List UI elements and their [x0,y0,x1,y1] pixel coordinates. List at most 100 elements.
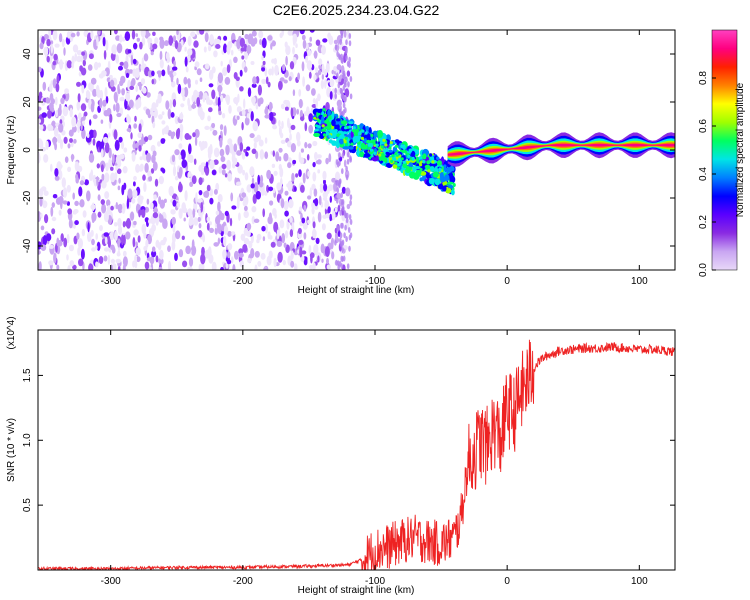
spectrogram-signal-blob [394,139,400,144]
spectrogram-noise-blob [266,255,272,266]
spectrogram-noise-blob [133,229,139,236]
spectrogram-noise-blob [115,165,118,171]
spectrogram-noise-blob [167,108,172,120]
spectrogram-noise-blob [219,124,224,131]
spectrogram-noise-blob [339,108,342,115]
spectrogram-noise-blob [203,191,208,198]
spectrogram-noise-blob [151,70,155,77]
spectrogram-noise-blob [157,93,162,104]
spectrogram-signal-blob [418,156,423,160]
spectrogram-noise-blob [290,250,294,260]
spectrogram-noise-blob [130,132,133,140]
spectrogram-noise-blob [50,206,54,217]
spectrogram-noise-blob [233,56,238,63]
spectrogram-noise-blob [103,110,110,117]
spectrogram-noise-blob [295,173,299,178]
snr-x-label: Height of straight line (km) [298,585,415,596]
spectrogram-noise-blob [275,151,280,162]
spectrogram-noise-blob [196,97,201,107]
spectrogram-signal-blob [382,148,386,152]
spectrogram-noise-blob [308,71,312,79]
x-tick-label: 0 [504,576,510,587]
spectrogram-noise-blob [294,186,297,192]
spectrogram-noise-blob [298,206,303,212]
spectrogram-noise-blob [220,156,226,163]
y-tick-label: 0.5 [22,498,33,512]
spectrogram-noise-blob [345,174,349,181]
spectrogram-noise-blob [278,163,282,171]
spectrogram-noise-blob [346,70,351,77]
spectrogram-noise-blob [329,91,333,100]
spectrogram-noise-blob [302,76,305,87]
spectrogram-noise-blob [135,85,138,92]
spectrogram-signal-blob [408,162,413,168]
spectrogram-noise-blob [115,154,122,165]
spectrogram-noise-blob [320,243,325,254]
spectrogram-noise-blob [288,76,292,82]
spectrogram-noise-blob [72,192,75,200]
spectrogram-noise-blob [307,170,311,177]
spectrogram-noise-blob [161,111,165,116]
spectrogram-noise-blob [343,232,346,239]
spectrogram-noise-blob [337,264,340,270]
spectrogram-noise-blob [290,143,296,153]
spectrogram-noise-blob [298,169,302,178]
spectrogram-noise-blob [272,150,275,157]
spectrogram-noise-blob [341,168,344,175]
spectrogram-noise-blob [114,172,118,180]
spectrogram-noise-blob [304,122,308,132]
spectrogram-noise-blob [215,215,221,225]
spectrogram-noise-blob [284,210,289,217]
spectrogram-noise-blob [241,122,244,131]
spectrogram-noise-blob [307,195,312,200]
snr-data [38,339,675,570]
spectrogram-noise-blob [134,254,138,264]
spectrogram-noise-blob [338,53,341,60]
spectrogram-noise-blob [55,96,58,106]
spectrogram-noise-blob [302,172,306,184]
spectrogram-noise-blob [64,88,69,94]
spectrogram-noise-blob [280,139,286,144]
spectrogram-noise-blob [143,232,147,239]
spectrogram-noise-blob [226,43,231,55]
spectrogram-signal-blob [341,133,345,137]
spectrogram-noise-blob [223,43,227,54]
spectrogram-noise-blob [331,177,336,183]
spectrogram-noise-blob [209,197,214,205]
spectrogram-signal-blob [313,132,320,137]
spectrogram-noise-blob [106,77,111,83]
spectrogram-noise-blob [126,218,131,229]
spectrogram-noise-blob [271,163,276,168]
spectrogram-noise-blob [313,188,318,197]
spectrogram-noise-blob [273,57,277,65]
spectrogram-noise-blob [301,61,305,72]
spectrogram-signal-blob [321,115,325,124]
spectrogram-noise-blob [54,43,60,48]
spectrogram-noise-blob [39,124,44,131]
spectrogram-noise-blob [267,231,271,240]
spectrogram-noise-blob [174,175,179,181]
spectrogram-noise-blob [79,199,85,208]
x-tick-label: -200 [233,576,253,587]
spectrogram-noise-blob [119,96,125,102]
spectrogram-noise-blob [213,189,218,195]
spectrogram-noise-blob [271,66,274,76]
spectrogram-noise-blob [197,230,203,238]
spectrogram-noise-blob [110,244,115,251]
spectrogram-noise-blob [188,257,194,267]
spectrogram-noise-blob [341,247,345,253]
spectrogram-noise-blob [291,172,295,182]
spectrogram-noise-blob [306,49,312,57]
spectrogram-noise-blob [44,214,49,224]
spectrogram-noise-blob [145,108,151,116]
spectrogram-noise-blob [147,134,153,141]
spectrogram-noise-blob [192,208,196,218]
spectrogram-noise-blob [115,54,120,64]
spectrogram-signal-blob [379,138,383,142]
spectrogram-noise-blob [114,231,118,241]
spectrogram-noise-blob [227,243,233,251]
spectrogram-noise-blob [200,253,206,265]
spectrogram-noise-blob [80,67,87,76]
x-tick-label: 100 [631,576,648,587]
spectrogram-noise-blob [38,139,44,150]
